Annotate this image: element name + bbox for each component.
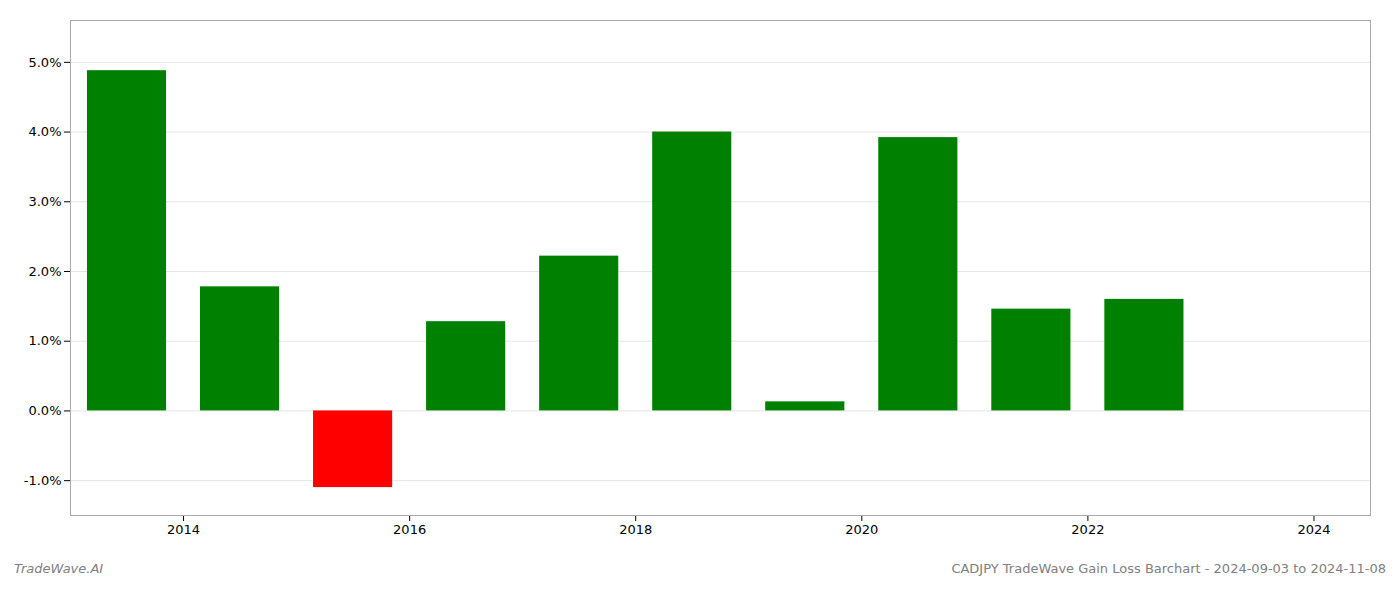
svg-text:2014: 2014 (167, 522, 200, 537)
svg-text:2.0%: 2.0% (28, 264, 61, 279)
svg-text:-1.0%: -1.0% (24, 473, 62, 488)
svg-text:2018: 2018 (619, 522, 652, 537)
svg-text:2024: 2024 (1297, 522, 1330, 537)
svg-text:2016: 2016 (393, 522, 426, 537)
svg-text:4.0%: 4.0% (28, 124, 61, 139)
svg-text:2020: 2020 (845, 522, 878, 537)
svg-text:3.0%: 3.0% (28, 194, 61, 209)
html-text:TradeWave.AI: TradeWave.AI (14, 561, 104, 576)
svg-text:1.0%: 1.0% (28, 333, 61, 348)
svg-text:2022: 2022 (1071, 522, 1104, 537)
svg-text:0.0%: 0.0% (28, 403, 61, 418)
svg-text:5.0%: 5.0% (28, 54, 61, 69)
html-text:CADJPY TradeWave Gain Loss Bar: CADJPY TradeWave Gain Loss Barchart - 20… (951, 561, 1386, 576)
